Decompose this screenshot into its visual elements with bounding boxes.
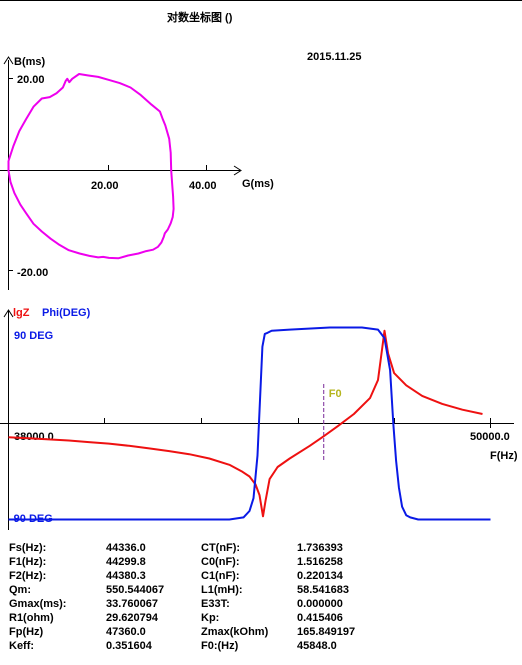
param-label: Kp: bbox=[201, 612, 220, 624]
date-label: 2015.11.25 bbox=[307, 51, 361, 63]
param-row: R1(ohm) 29.620794 Kp: 0.415406 bbox=[9, 611, 519, 625]
b-axis-arrow bbox=[3, 56, 14, 65]
g-tick-label-40: 40.00 bbox=[189, 180, 217, 192]
page-title: 对数坐标图 () bbox=[167, 10, 233, 24]
param-value: 0.220134 bbox=[297, 570, 343, 582]
param-label: F0:(Hz) bbox=[201, 640, 239, 652]
parameter-table: Fs(Hz): 44336.0 CT(nF): 1.736393 F1(Hz):… bbox=[9, 541, 519, 653]
param-row: Gmax(ms): 33.760067 E33T: 0.000000 bbox=[9, 597, 519, 611]
param-label: Keff: bbox=[9, 640, 35, 652]
param-label: L1(mH): bbox=[201, 584, 243, 596]
param-value: 1.736393 bbox=[297, 542, 343, 554]
param-row: F1(Hz): 44299.8 C0(nF): 1.516258 bbox=[9, 555, 519, 569]
phase-curve bbox=[8, 326, 491, 521]
lgz-legend: lgZ bbox=[13, 307, 30, 319]
param-label: C1(nF): bbox=[201, 570, 240, 582]
freq-max-label: 50000.0 bbox=[470, 431, 510, 443]
param-label: CT(nF): bbox=[201, 542, 241, 554]
frequency-plot: lgZ Phi(DEG) 90 DEG -90 DEG 38000.0 5000… bbox=[0, 307, 518, 530]
param-value: 44336.0 bbox=[106, 542, 146, 554]
value-axis-arrow bbox=[3, 309, 14, 318]
param-label: Zmax(kOhm) bbox=[201, 626, 269, 638]
param-value: 33.760067 bbox=[106, 598, 158, 610]
param-label: F2(Hz): bbox=[9, 570, 47, 582]
param-row: F2(Hz): 44380.3 C1(nF): 0.220134 bbox=[9, 569, 519, 583]
f0-marker-label: F0 bbox=[329, 388, 342, 400]
param-value: 550.544067 bbox=[106, 584, 165, 596]
param-value: 44299.8 bbox=[106, 556, 146, 568]
param-value: 58.541683 bbox=[297, 584, 349, 596]
param-value: 45848.0 bbox=[297, 640, 337, 652]
param-row: Qm: 550.544067 L1(mH): 58.541683 bbox=[9, 583, 519, 597]
b-tick-label-bottom: -20.00 bbox=[17, 267, 48, 279]
admittance-plot: B(ms) G(ms) 20.00 -20.00 20.00 40.00 bbox=[0, 56, 274, 290]
param-label: Fs(Hz): bbox=[9, 542, 47, 554]
param-label: E33T: bbox=[201, 598, 230, 610]
param-label: Qm: bbox=[9, 584, 31, 596]
chart-canvas: 对数坐标图 () 2015.11.25 B(ms) G(ms) 20.00 -2… bbox=[0, 0, 522, 530]
param-label: F1(Hz): bbox=[9, 556, 47, 568]
param-value: 0.351604 bbox=[106, 640, 152, 652]
admittance-loop bbox=[7, 73, 175, 260]
param-label: Fp(Hz) bbox=[9, 626, 44, 638]
param-row: Fs(Hz): 44336.0 CT(nF): 1.736393 bbox=[9, 541, 519, 555]
g-axis-arrow bbox=[233, 165, 242, 176]
param-value: 165.849197 bbox=[297, 626, 356, 638]
param-value: 0.000000 bbox=[297, 598, 343, 610]
lgz-curve bbox=[8, 329, 483, 518]
param-label: R1(ohm) bbox=[9, 612, 54, 624]
phi-legend: Phi(DEG) bbox=[42, 307, 91, 319]
param-value: 29.620794 bbox=[106, 612, 158, 624]
param-row: Keff: 0.351604 F0:(Hz) 45848.0 bbox=[9, 639, 519, 653]
g-axis-label: G(ms) bbox=[242, 178, 274, 190]
param-value: 44380.3 bbox=[106, 570, 146, 582]
param-value: 1.516258 bbox=[297, 556, 343, 568]
param-value: 47360.0 bbox=[106, 626, 146, 638]
b-axis-label: B(ms) bbox=[14, 56, 46, 68]
param-value: 0.415406 bbox=[297, 612, 343, 624]
freq-axis-label: F(Hz) bbox=[490, 450, 518, 462]
b-tick-label-top: 20.00 bbox=[17, 74, 45, 86]
g-tick-label-20: 20.00 bbox=[91, 180, 119, 192]
phase-90-label: 90 DEG bbox=[14, 330, 53, 342]
param-row: Fp(Hz) 47360.0 Zmax(kOhm) 165.849197 bbox=[9, 625, 519, 639]
param-label: Gmax(ms): bbox=[9, 598, 67, 610]
param-label: C0(nF): bbox=[201, 556, 240, 568]
